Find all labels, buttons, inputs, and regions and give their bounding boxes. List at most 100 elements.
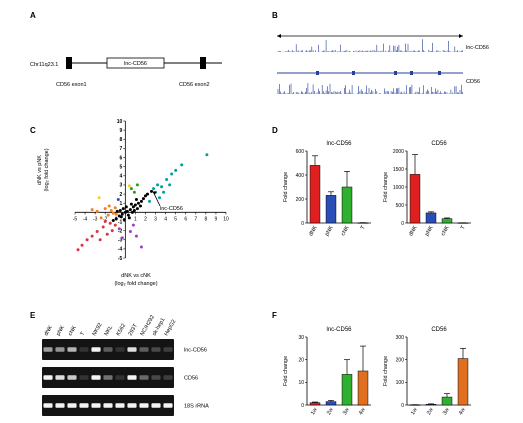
gel-band: [151, 403, 161, 408]
scatter-xlabel-units: (log₂ fold change): [114, 281, 157, 287]
gel-band: [43, 403, 53, 408]
panel-a: A Chr11q23.1 lnc-CD56 CD56 exon1 CD56 ex…: [30, 11, 222, 88]
panel-f-label: F: [272, 311, 277, 320]
scatter-point: [103, 207, 107, 211]
scatter-y-tick-label: 10: [117, 119, 123, 125]
bar-chart-title: lnc-CD56: [326, 141, 352, 147]
panel-a-label: A: [30, 11, 36, 20]
gel-band: [127, 347, 137, 352]
bar: [425, 404, 437, 406]
bar-chart-title: lnc-CD56: [326, 327, 352, 333]
cd56-track-label: CD56: [466, 79, 480, 85]
scatter-y-tick-label: -1: [118, 219, 123, 225]
exon1-label: CD56 exon1: [56, 82, 87, 88]
scatter-point: [120, 236, 124, 240]
panel-b-label: B: [272, 11, 278, 20]
scatter-point: [158, 196, 162, 200]
panel-c: C -5-4-3-2-112345678910-5-4-3-2-11234567…: [30, 119, 229, 287]
scatter-point: [106, 213, 110, 217]
cd56-exon-mark: [410, 71, 413, 75]
scatter-x-tick-label: 3: [154, 216, 157, 222]
bar-chart-y-tick-label: 20: [298, 357, 304, 363]
bar-category-label: dNK: [408, 225, 419, 238]
gel-band: [151, 375, 161, 380]
scatter-point: [131, 223, 135, 227]
bar-category-label: 4w: [458, 407, 467, 416]
bar-chart-y-tick-label: 10: [298, 380, 304, 386]
scatter-point: [129, 187, 133, 191]
gel-band: [103, 403, 113, 408]
gel-lane-label: NKL: [104, 325, 115, 337]
scatter-ylabel-units: (log₂ fold change): [44, 148, 50, 191]
bar: [341, 186, 353, 224]
scatter-point: [141, 197, 145, 201]
bar-category-label: T: [460, 224, 467, 230]
bar-chart-y-tick-label: 0: [401, 221, 404, 227]
scatter-point: [122, 218, 126, 222]
bar-chart-title: CD56: [431, 141, 447, 147]
scatter-x-tick-label: -2: [103, 216, 108, 222]
gel-band: [115, 403, 125, 408]
scatter-point: [111, 219, 115, 223]
bar-chart-ylabel: Fold change: [283, 172, 289, 202]
volcano-scatter-plot: -5-4-3-2-112345678910-5-4-3-2-1123456789…: [73, 119, 229, 262]
scatter-y-tick-label: 1: [120, 201, 123, 207]
bar-chart-y-tick-label: 2000: [393, 149, 404, 155]
cd56-exon-mark: [316, 71, 319, 75]
gel-lane-label: NK92: [92, 322, 104, 337]
scatter-point: [145, 192, 149, 196]
bar-chart-y-tick-label: 300: [396, 335, 405, 341]
panel-d: D lnc-CD56 Fold change 0 200 400 600 dNK pNK cNK…: [272, 126, 471, 237]
scatter-point: [135, 207, 139, 211]
bar-chart-ylabel: Fold change: [383, 356, 389, 386]
scatter-x-tick-label: 9: [215, 216, 218, 222]
scatter-point: [135, 183, 139, 187]
scatter-point: [131, 205, 135, 209]
gel-band: [115, 347, 125, 352]
bar-chart-y-tick-label: 500: [396, 203, 405, 209]
scatter-point: [113, 223, 117, 227]
scatter-point: [170, 172, 174, 176]
bar-chart-y-tick-label: 1000: [393, 185, 404, 191]
scatter-point: [95, 230, 99, 234]
bar: [357, 370, 369, 406]
scatter-point: [80, 243, 84, 247]
gel-lane-label: HepG2: [164, 319, 178, 337]
lnc-cd56-track: [277, 39, 463, 52]
gel-lane-label: 293T: [128, 323, 140, 337]
scatter-point: [128, 230, 132, 234]
gel-band: [67, 375, 77, 380]
scatter-xlabel: dNK vs cNK: [121, 273, 151, 279]
bar: [409, 174, 421, 224]
bar-category-label: pNK: [424, 225, 435, 238]
scatter-point: [130, 210, 134, 214]
scatter-point: [165, 177, 169, 181]
scatter-point: [101, 225, 105, 229]
scatter-point: [115, 209, 119, 213]
scatter-point: [76, 248, 80, 252]
bar-chart-y-tick-label: 200: [396, 357, 405, 363]
bar: [457, 222, 469, 224]
scatter-x-tick-label: -5: [73, 216, 78, 222]
scatter-point: [116, 198, 120, 202]
scatter-annotation-arrowhead: [152, 191, 157, 195]
bar-chart-y-tick-label: 400: [296, 173, 305, 179]
gel-row-label: 18S rRNA: [184, 404, 209, 410]
gel-lane-label: K562: [116, 323, 128, 337]
scatter-annotation-label: lnc-CD56: [160, 206, 183, 212]
scatter-y-tick-label: 3: [120, 183, 123, 189]
bar-category-label: pNK: [324, 225, 335, 238]
scatter-point: [114, 217, 118, 221]
scatter-point: [152, 187, 156, 191]
exon2-block: [200, 57, 206, 69]
gel-row-label: lnc-CD56: [184, 348, 207, 354]
scatter-point: [134, 234, 138, 238]
bar-category-label: 1w: [310, 407, 319, 416]
lnc-cd56-track-label: lnc-CD56: [466, 45, 489, 51]
scatter-point: [132, 190, 136, 194]
scatter-point: [117, 227, 121, 231]
panel-c-label: C: [30, 126, 36, 135]
scatter-point: [107, 204, 111, 208]
bar-chart-y-tick-label: 600: [296, 149, 305, 155]
gel-band: [55, 347, 65, 352]
